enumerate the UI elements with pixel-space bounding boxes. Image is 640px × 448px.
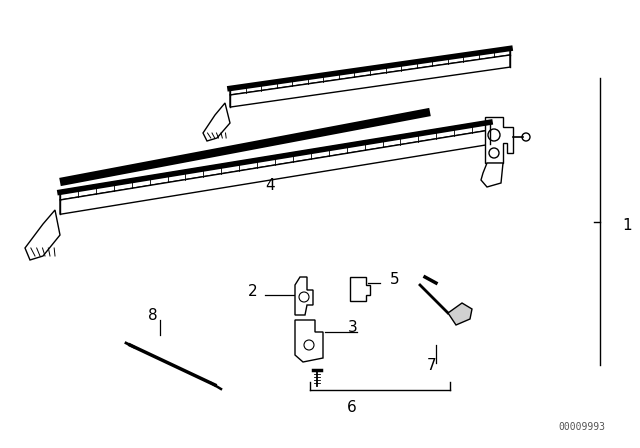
Text: 00009993: 00009993 (558, 422, 605, 432)
Polygon shape (25, 210, 60, 260)
Text: 1: 1 (622, 217, 632, 233)
Polygon shape (485, 117, 513, 163)
Polygon shape (295, 320, 323, 362)
Polygon shape (60, 130, 490, 214)
Polygon shape (350, 277, 370, 301)
Text: 6: 6 (347, 400, 357, 414)
Text: 2: 2 (248, 284, 258, 300)
Text: 7: 7 (427, 358, 437, 372)
Polygon shape (230, 55, 510, 107)
Polygon shape (230, 47, 510, 95)
Polygon shape (60, 121, 490, 200)
Text: 4: 4 (265, 177, 275, 193)
Text: 5: 5 (390, 272, 399, 288)
Polygon shape (295, 277, 313, 315)
Polygon shape (448, 303, 472, 325)
Polygon shape (203, 103, 230, 141)
Text: 8: 8 (148, 309, 157, 323)
Text: 3: 3 (348, 320, 358, 336)
Polygon shape (481, 163, 503, 187)
